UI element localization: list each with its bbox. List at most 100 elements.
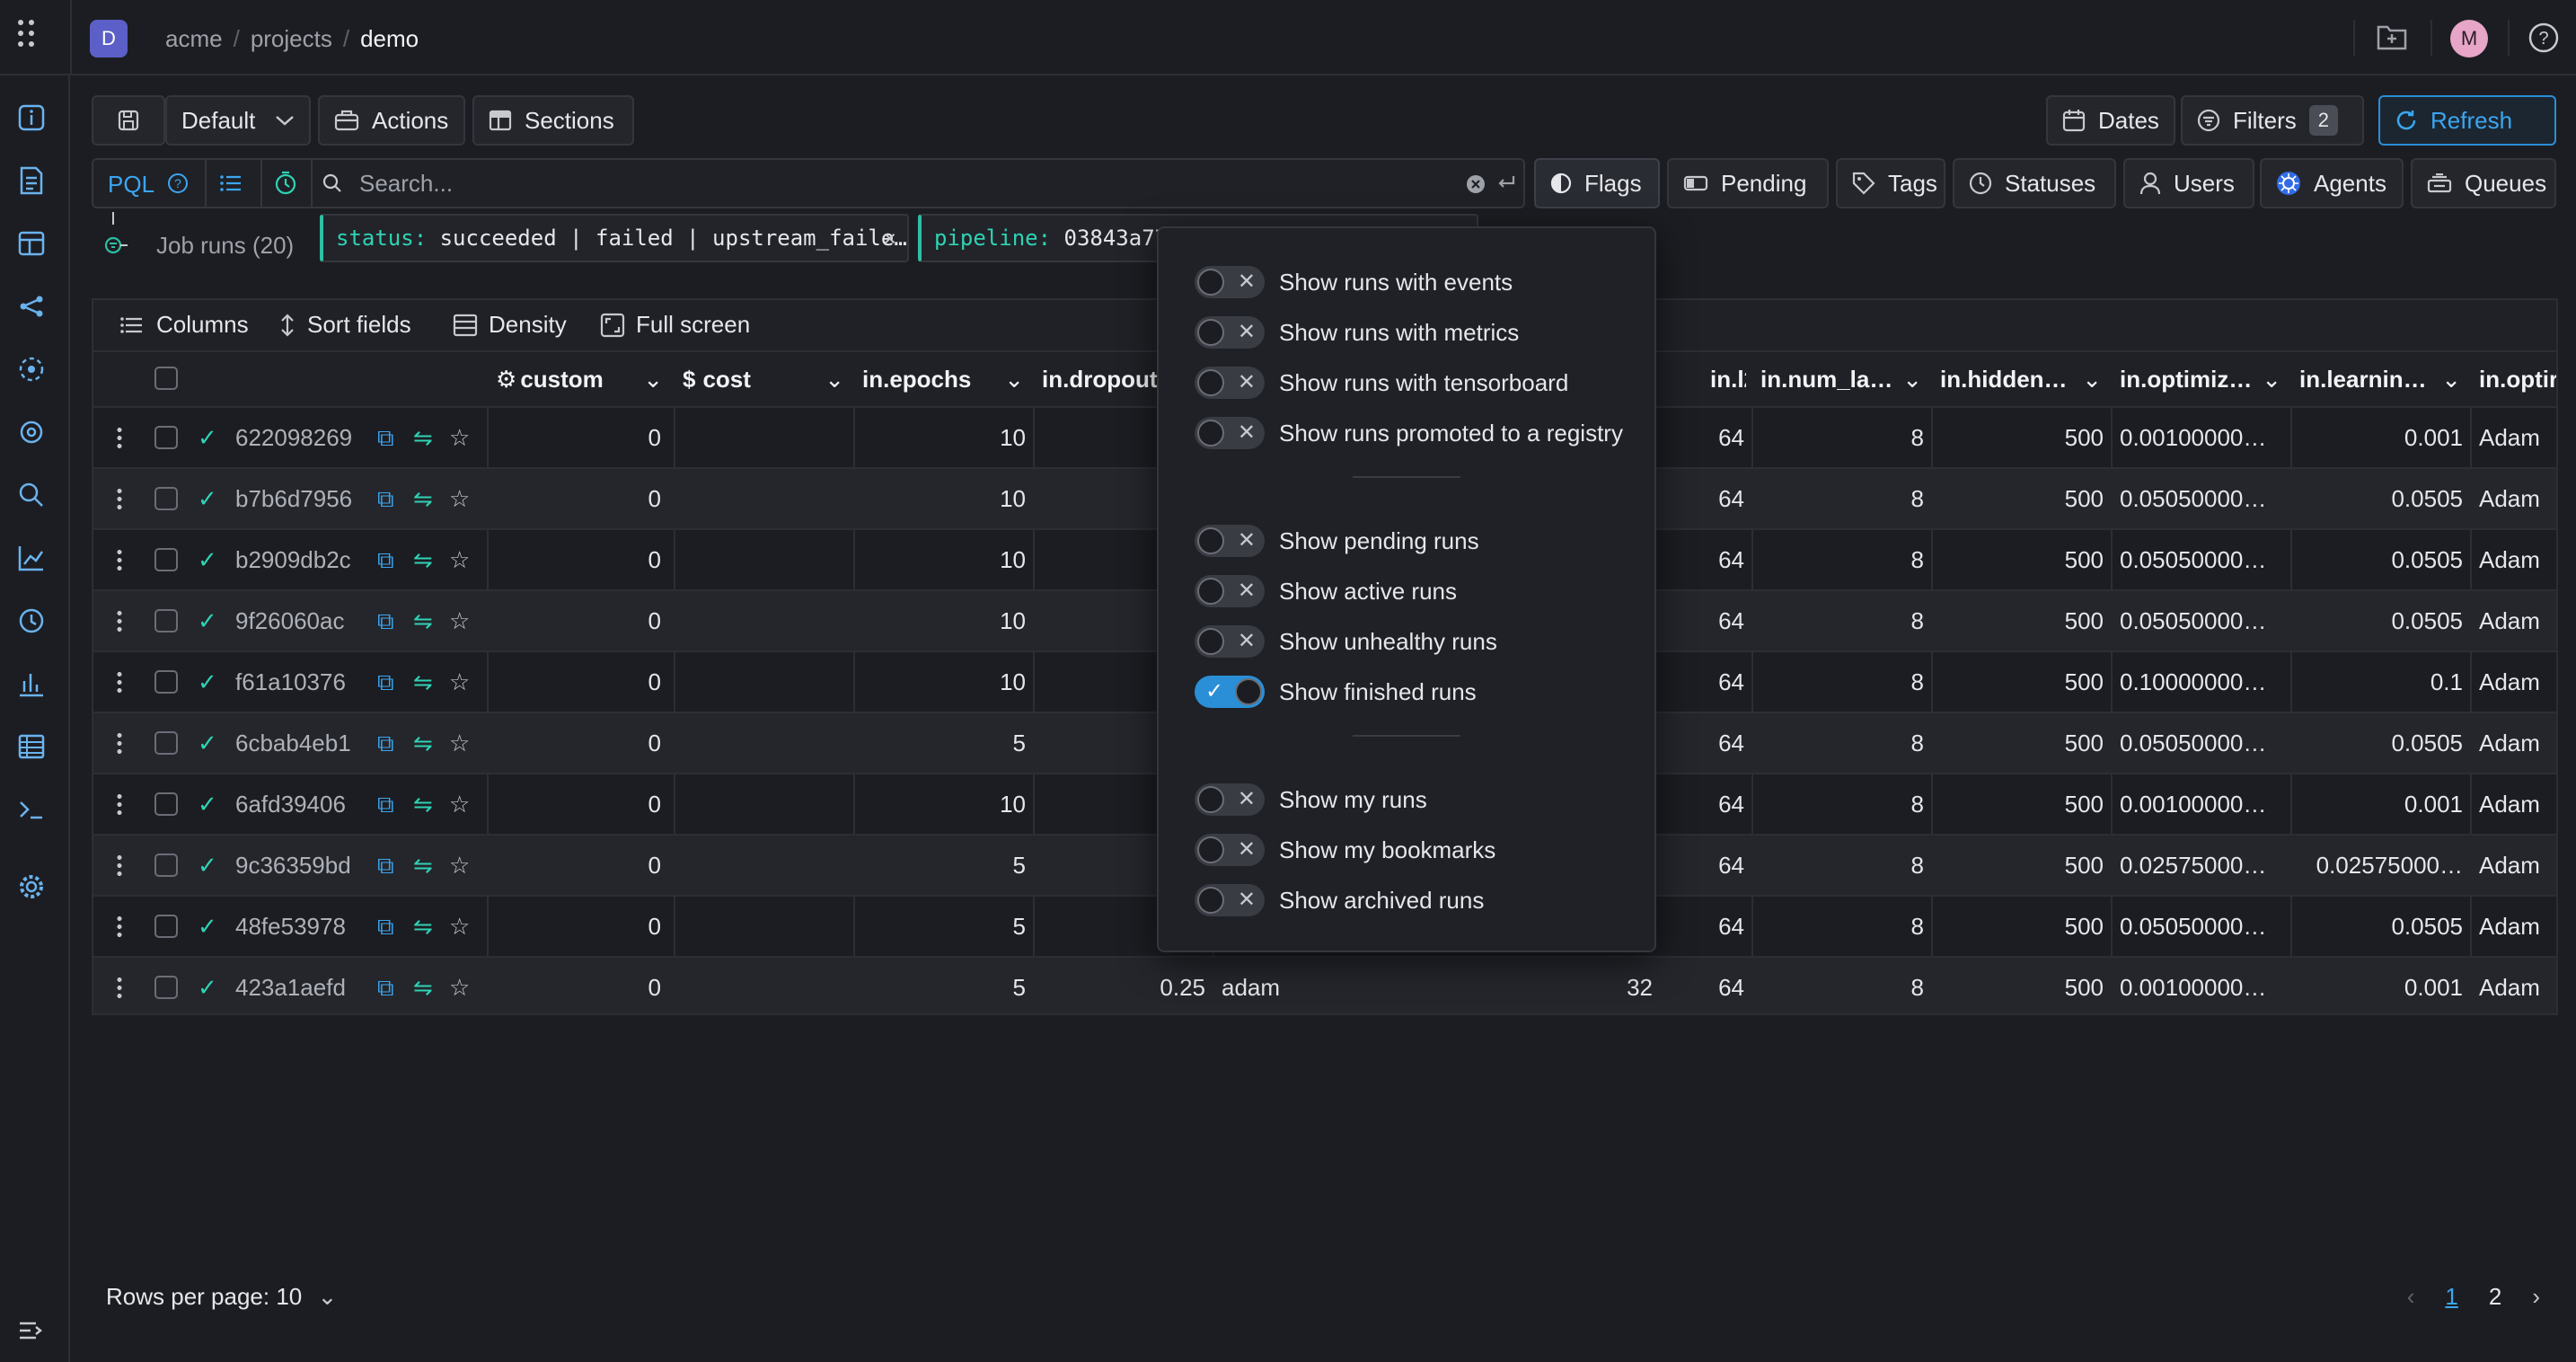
prev-page-icon[interactable]: ‹ [2406, 1283, 2415, 1310]
drag-handle-icon[interactable] [117, 548, 122, 571]
table-icon[interactable] [16, 731, 47, 762]
column-header-num-layers[interactable]: in.num_la… ⌄ [1760, 352, 1926, 406]
run-id-link[interactable]: 9c36359bd [235, 852, 351, 879]
dashboard-icon[interactable] [16, 228, 47, 259]
actions-button[interactable]: Actions [318, 95, 465, 146]
row-checkbox[interactable] [154, 731, 178, 755]
drag-handle-icon[interactable] [117, 915, 122, 938]
open-external-icon[interactable]: ⧉ [377, 913, 394, 940]
sections-button[interactable]: Sections [472, 95, 634, 146]
row-checkbox[interactable] [154, 426, 178, 449]
flag-option[interactable]: ✕ Show runs promoted to a registry [1195, 415, 1623, 451]
rows-per-page-select[interactable]: Rows per page: 10 ⌄ [106, 1283, 337, 1311]
columns-button[interactable]: Columns [120, 311, 249, 339]
row-checkbox[interactable] [154, 609, 178, 632]
drag-handle-icon[interactable] [117, 976, 122, 999]
pql-label[interactable]: PQL [108, 171, 155, 198]
bar-chart-icon[interactable] [16, 668, 47, 699]
clear-search-icon[interactable] [1466, 174, 1486, 194]
star-icon[interactable]: ☆ [449, 852, 471, 879]
flag-option[interactable]: ✓ Show finished runs [1195, 674, 1477, 710]
avatar[interactable]: M [2450, 20, 2488, 57]
open-external-icon[interactable]: ⧉ [377, 546, 394, 573]
runs-icon[interactable] [16, 165, 47, 196]
row-checkbox[interactable] [154, 670, 178, 694]
star-icon[interactable]: ☆ [449, 668, 471, 695]
page-1-link[interactable]: 1 [2445, 1283, 2458, 1310]
full-screen-button[interactable]: Full screen [600, 311, 750, 339]
table-row[interactable]: ✓ 423a1aefd ⧉ ⇋ ☆ 0 5 0.25 adam 32 64 8 500 0.0010000… [93, 958, 2556, 1013]
toggle-switch[interactable]: ✕ [1195, 834, 1265, 866]
star-icon[interactable]: ☆ [449, 730, 471, 756]
page-2-link[interactable]: 2 [2488, 1283, 2502, 1310]
star-icon[interactable]: ☆ [449, 546, 471, 573]
open-external-icon[interactable]: ⧉ [377, 668, 394, 695]
help-icon[interactable]: ? [2527, 22, 2560, 54]
enter-icon[interactable] [1496, 174, 1516, 192]
breadcrumb-project[interactable]: demo [360, 25, 419, 52]
flag-option[interactable]: ✕ Show runs with events [1195, 264, 1513, 300]
open-external-icon[interactable]: ⧉ [377, 424, 394, 451]
components-icon[interactable] [16, 354, 47, 385]
row-checkbox[interactable] [154, 487, 178, 510]
drag-handle-icon[interactable] [117, 670, 122, 694]
open-external-icon[interactable]: ⧉ [377, 607, 394, 634]
run-id-link[interactable]: b7b6d7956 [235, 485, 353, 512]
row-checkbox[interactable] [154, 548, 178, 571]
breadcrumb-projects[interactable]: projects [250, 25, 332, 52]
flag-option[interactable]: ✕ Show archived runs [1195, 882, 1484, 918]
run-id-link[interactable]: f61a10376 [235, 668, 346, 695]
queues-button[interactable]: Queues [2411, 158, 2556, 208]
question-circle-icon[interactable]: ? [167, 172, 189, 194]
pending-button[interactable]: Pending [1667, 158, 1829, 208]
toggle-switch[interactable]: ✕ [1195, 316, 1265, 349]
toggle-switch[interactable]: ✕ [1195, 266, 1265, 298]
app-switcher-icon[interactable] [18, 20, 40, 52]
density-button[interactable]: Density [453, 311, 567, 339]
flag-option[interactable]: ✕ Show pending runs [1195, 523, 1479, 559]
sort-fields-button[interactable]: Sort fields [278, 311, 411, 339]
view-select[interactable]: Default [165, 95, 311, 146]
compare-icon[interactable]: ⇋ [413, 974, 433, 1001]
table-row[interactable]: ✓ 48fe53978 ⧉ ⇋ ☆ 0 5 64 8 500 0.05050000… 0.0505 Ad… [93, 897, 2556, 958]
settings-icon[interactable] [16, 871, 47, 902]
timer-icon[interactable] [273, 171, 298, 196]
open-external-icon[interactable]: ⧉ [377, 852, 394, 879]
dates-button[interactable]: Dates [2046, 95, 2175, 146]
tags-button[interactable]: Tags [1836, 158, 1945, 208]
status-filter-chip[interactable]: status: succeeded | failed | upstream_fa… [320, 214, 909, 262]
flags-button[interactable]: Flags [1534, 158, 1660, 208]
next-page-icon[interactable]: › [2532, 1283, 2540, 1310]
agents-button[interactable]: Agents [2260, 158, 2404, 208]
column-header-learning-rate[interactable]: in.learnin… ⌄ [2299, 352, 2465, 406]
toggle-switch[interactable]: ✓ [1195, 676, 1265, 708]
collapse-sidebar-icon[interactable] [16, 1315, 47, 1346]
run-id-link[interactable]: 48fe53978 [235, 913, 346, 940]
column-header-dropout[interactable]: in.dropout [1042, 352, 1207, 406]
close-icon[interactable]: × [883, 226, 896, 251]
compare-icon[interactable]: ⇋ [413, 852, 433, 879]
refresh-button[interactable]: Refresh [2378, 95, 2556, 146]
history-icon[interactable] [16, 606, 47, 636]
folder-icon[interactable] [2377, 23, 2407, 50]
toggle-switch[interactable]: ✕ [1195, 783, 1265, 816]
run-id-link[interactable]: 6cbab4eb1 [235, 730, 351, 756]
flag-option[interactable]: ✕ Show runs with tensorboard [1195, 365, 1568, 401]
open-external-icon[interactable]: ⧉ [377, 791, 394, 818]
toggle-switch[interactable]: ✕ [1195, 575, 1265, 607]
analytics-icon[interactable] [16, 543, 47, 573]
star-icon[interactable]: ☆ [449, 974, 471, 1001]
open-external-icon[interactable]: ⧉ [377, 485, 394, 512]
compare-icon[interactable]: ⇋ [413, 668, 433, 695]
statuses-button[interactable]: Statuses [1953, 158, 2116, 208]
star-icon[interactable]: ☆ [449, 791, 471, 818]
flag-option[interactable]: ✕ Show my bookmarks [1195, 832, 1495, 868]
column-header-cost[interactable]: $ cost ⌄ [683, 352, 848, 406]
star-icon[interactable]: ☆ [449, 485, 471, 512]
org-badge[interactable]: D [90, 20, 128, 57]
open-external-icon[interactable]: ⧉ [377, 730, 394, 756]
drag-handle-icon[interactable] [117, 609, 122, 632]
compare-icon[interactable]: ⇋ [413, 791, 433, 818]
save-view-button[interactable] [92, 95, 165, 146]
column-header-l2[interactable]: in.l2_… [1710, 352, 1746, 406]
